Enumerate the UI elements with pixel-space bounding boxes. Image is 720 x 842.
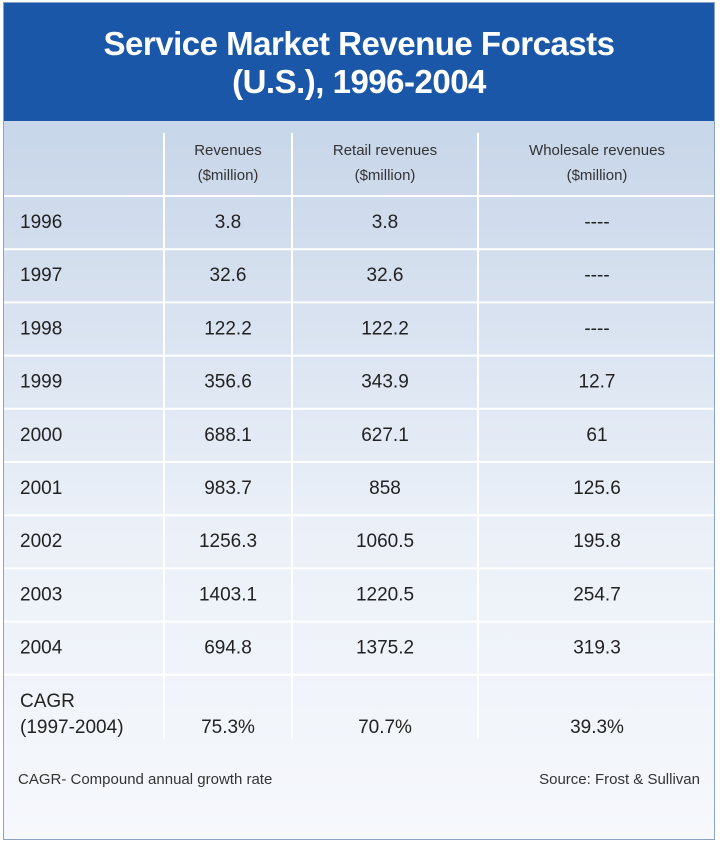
row-label: (1997-2004) [20, 717, 124, 738]
column-header: Wholesale revenues [529, 142, 665, 159]
revenue-table: Revenues ($million) Retail revenues ($milli… [4, 133, 714, 739]
column-header: ($million) [355, 167, 416, 184]
table-cell-value: 1256.3 [199, 531, 257, 552]
table-cell-value: 1375.2 [356, 638, 414, 659]
table-cell-value: 125.6 [573, 478, 621, 499]
table-cell-value: ---- [584, 265, 609, 286]
table-cell-value: 122.2 [361, 318, 409, 339]
chart-title-line-2: (U.S.), 1996-2004 [232, 63, 486, 100]
table-cell-value: 1220.5 [356, 584, 414, 605]
table-cell-value: 254.7 [573, 584, 621, 605]
row-label: 2002 [20, 531, 62, 552]
table-footer: CAGR- Compound annual growth rate Source… [18, 771, 700, 793]
chart-title-line-1: Service Market Revenue Forcasts [103, 25, 615, 62]
table-cell-value: 627.1 [361, 425, 409, 446]
table-cell-value: 688.1 [204, 425, 252, 446]
table-cell-value: ---- [584, 212, 609, 233]
row-label: 1997 [20, 265, 62, 286]
title-banner: Service Market Revenue Forcasts (U.S.), … [4, 3, 714, 121]
table-cell-value: 983.7 [204, 478, 252, 499]
row-label: 1996 [20, 212, 62, 233]
column-header: ($million) [198, 167, 259, 184]
table-cell-value: 694.8 [204, 638, 252, 659]
table-cell-value: 12.7 [579, 372, 616, 393]
row-label: 2003 [20, 584, 62, 605]
table-cell-value: 39.3% [570, 717, 624, 738]
row-label: 2000 [20, 425, 62, 446]
table-cell-value: 195.8 [573, 531, 621, 552]
table-cell-value: 32.6 [210, 265, 247, 286]
table-cell-value: 1403.1 [199, 584, 257, 605]
table-cell-value: 61 [586, 425, 607, 446]
table-cell-value: 858 [369, 478, 401, 499]
chart-panel: Service Market Revenue Forcasts (U.S.), … [3, 2, 715, 840]
footnote: CAGR- Compound annual growth rate [18, 771, 273, 788]
table-cell-value: 70.7% [358, 717, 412, 738]
table-cell-value: ---- [584, 318, 609, 339]
table-cell-value: 122.2 [204, 318, 252, 339]
row-label: CAGR [20, 691, 75, 712]
row-label: 2001 [20, 478, 62, 499]
table-cell-value: 3.8 [372, 212, 398, 233]
column-header: Retail revenues [333, 142, 437, 159]
table-cell-value: 343.9 [361, 372, 409, 393]
table-cell-value: 1060.5 [356, 531, 414, 552]
row-label: 1999 [20, 372, 62, 393]
table-cell-value: 32.6 [367, 265, 404, 286]
table-cell-value: 319.3 [573, 638, 621, 659]
row-label: 1998 [20, 318, 62, 339]
column-header: ($million) [567, 167, 628, 184]
column-header: Revenues [194, 142, 262, 159]
row-label: 2004 [20, 638, 63, 659]
table-cell-value: 3.8 [215, 212, 241, 233]
source-note: Source: Frost & Sullivan [539, 771, 700, 788]
table-cell-value: 356.6 [204, 372, 252, 393]
table-cell-value: 75.3% [201, 717, 255, 738]
